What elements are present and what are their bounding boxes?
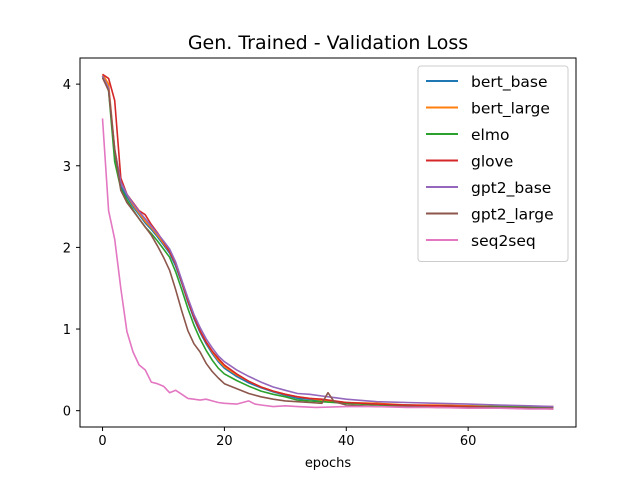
legend-label-seq2seq: seq2seq <box>471 232 536 250</box>
y-axis-ticks: 0 1 2 3 4 <box>63 78 80 420</box>
x-axis-label: epochs <box>305 456 352 471</box>
x-tick-label: 40 <box>338 434 355 449</box>
y-tick-label: 0 <box>63 405 71 420</box>
y-tick-label: 4 <box>63 78 71 93</box>
x-tick-label: 20 <box>216 434 233 449</box>
x-tick-label: 0 <box>98 434 106 449</box>
chart-title: Gen. Trained - Validation Loss <box>188 32 468 54</box>
legend-label-bert_base: bert_base <box>471 73 548 92</box>
legend-label-elmo: elmo <box>471 126 509 144</box>
legend-label-gpt2_large: gpt2_large <box>471 206 554 225</box>
plot-area-frame <box>79 57 577 428</box>
y-tick-label: 3 <box>63 160 71 175</box>
legend-label-glove: glove <box>471 153 513 171</box>
legend-label-gpt2_base: gpt2_base <box>471 179 551 198</box>
x-tick-label: 60 <box>460 434 477 449</box>
y-tick-label: 2 <box>63 241 71 256</box>
plot-lines <box>101 73 554 410</box>
legend-label-bert_large: bert_large <box>471 100 550 119</box>
series-line-seq2seq <box>101 118 554 410</box>
x-axis-ticks: 0 20 40 60 <box>98 427 476 449</box>
y-tick-label: 1 <box>63 323 71 338</box>
series-line-gpt2_base <box>101 75 554 408</box>
